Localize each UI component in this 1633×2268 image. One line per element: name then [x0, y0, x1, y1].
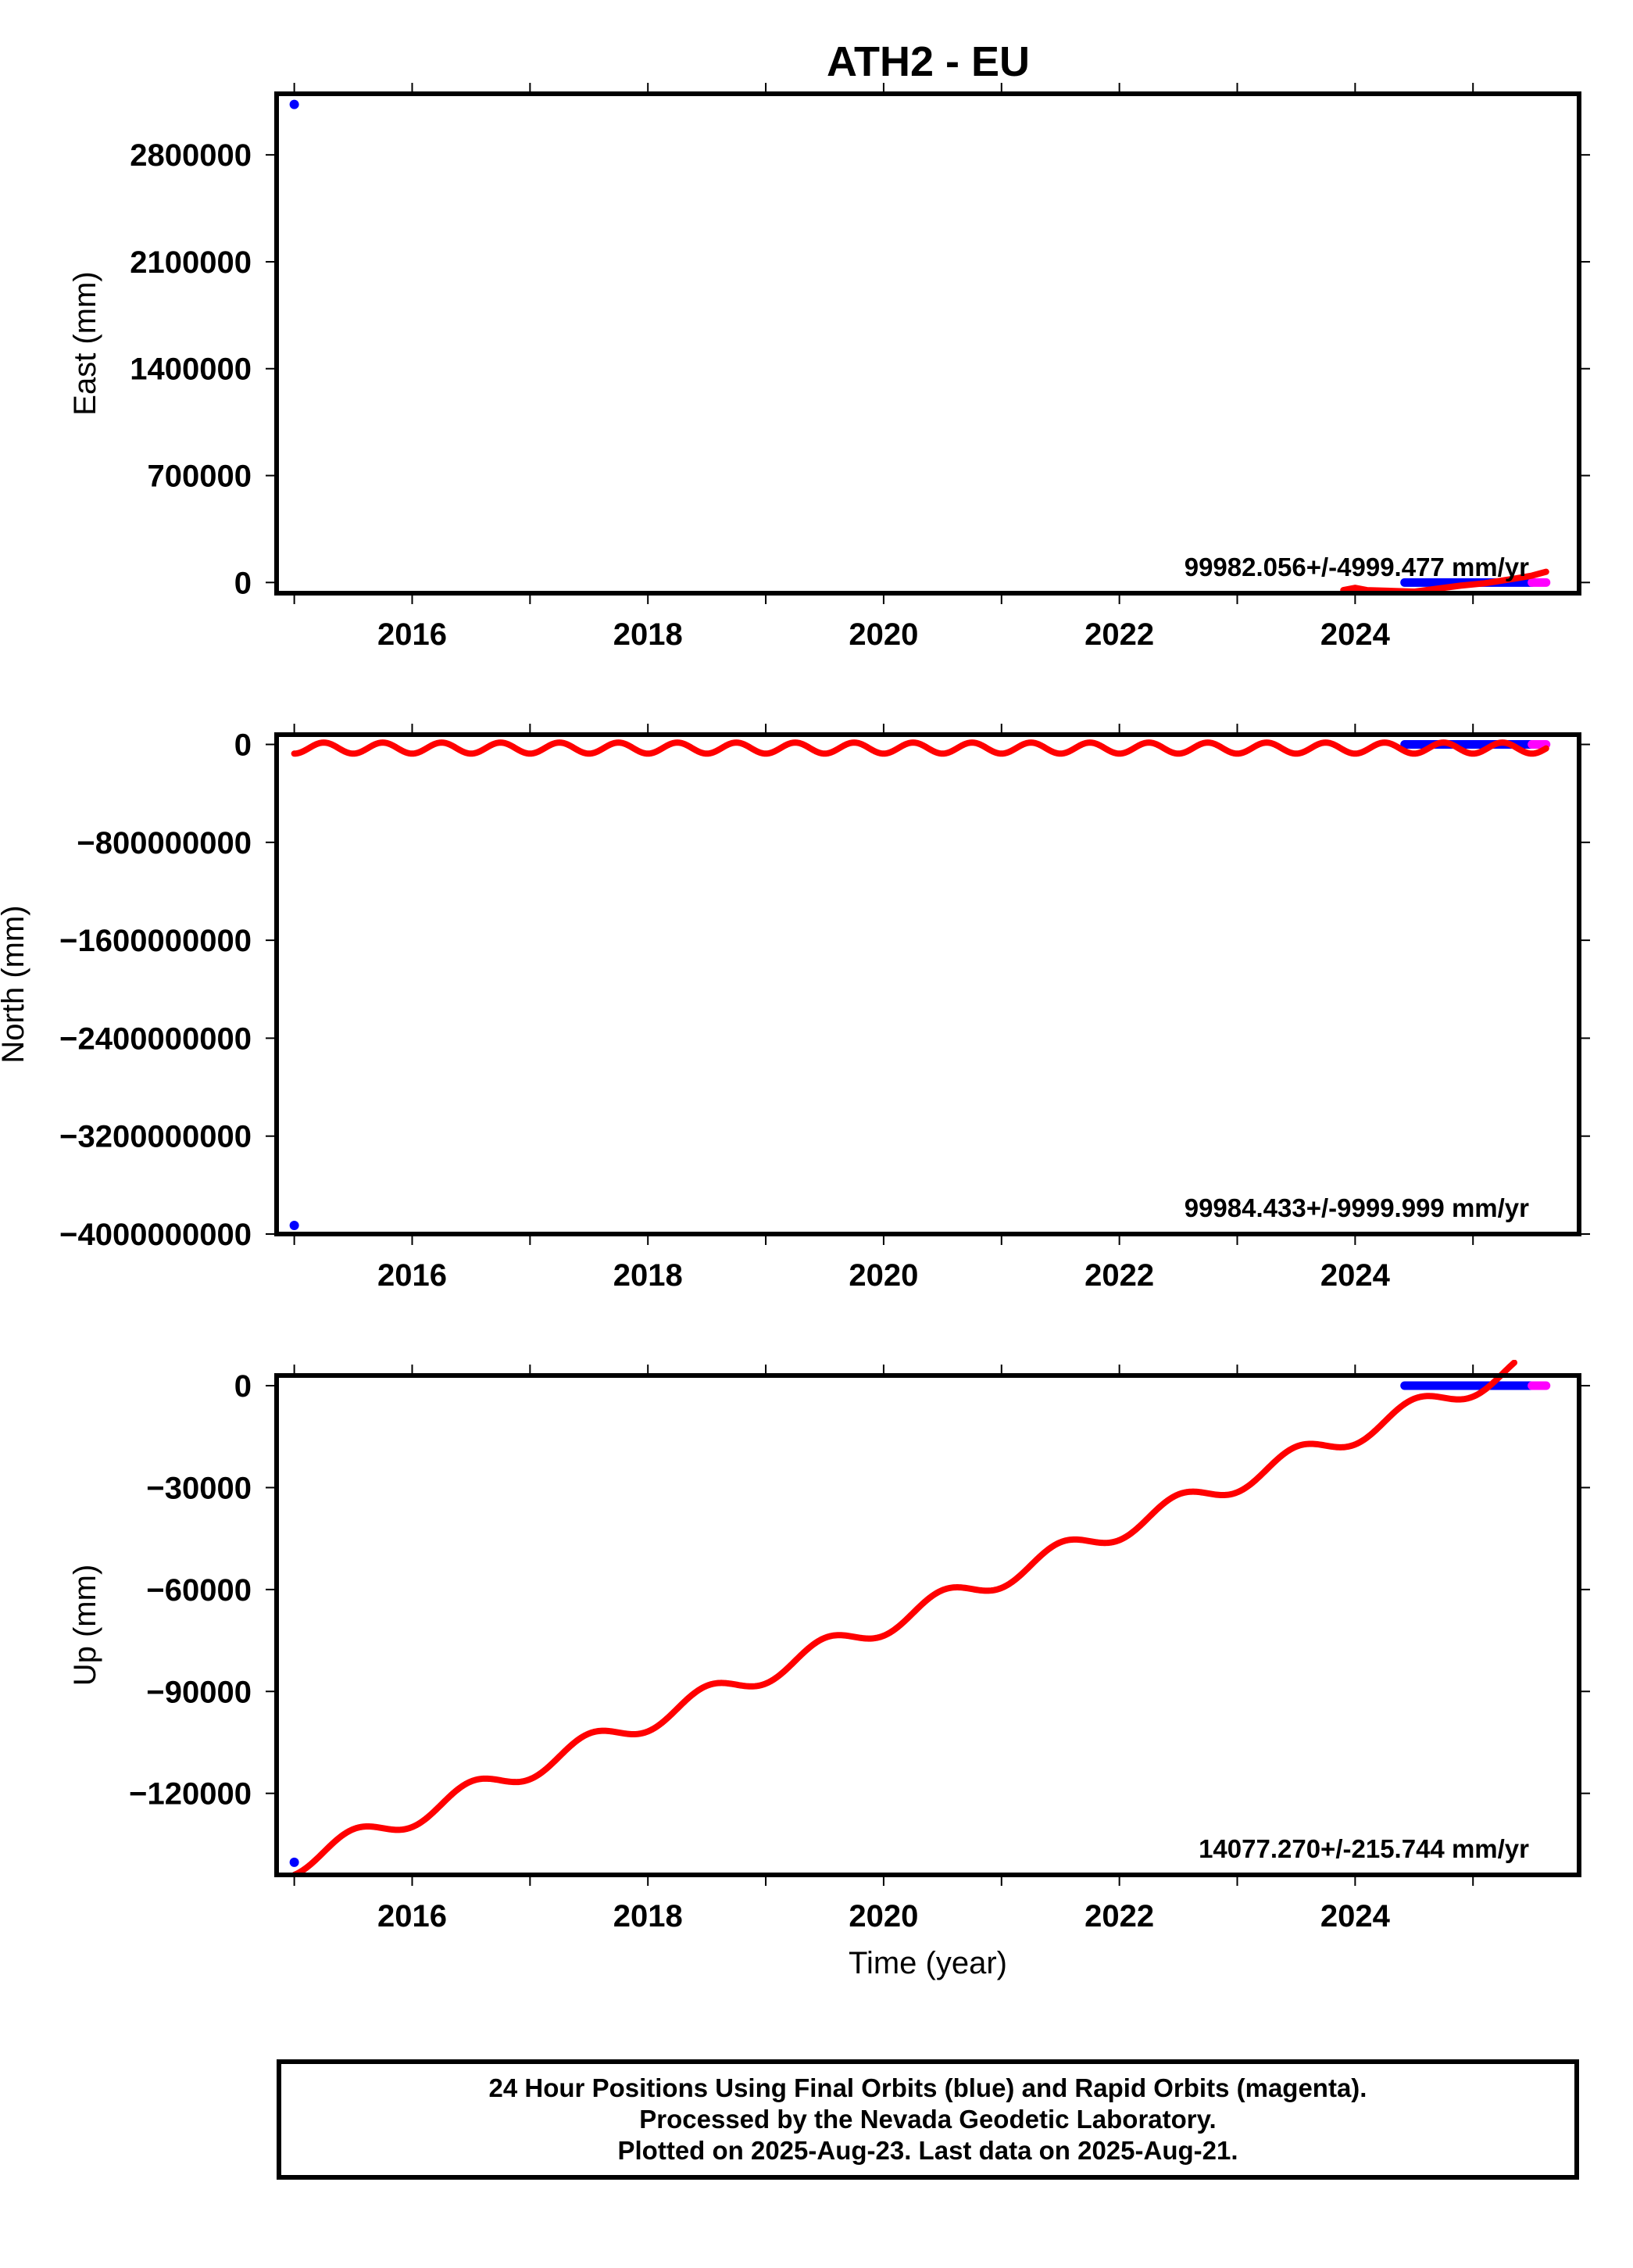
- east-xtick-label: 2024: [1320, 617, 1391, 652]
- north-ytick-label: −4000000000: [59, 1218, 252, 1252]
- up-xtick-label: 2022: [1084, 1899, 1154, 1934]
- up-rate-label: 14077.270+/-215.744 mm/yr: [1199, 1834, 1529, 1863]
- north-rate-label: 99984.433+/-9999.999 mm/yr: [1185, 1193, 1529, 1222]
- north-frame: [274, 732, 1581, 1236]
- east-model-curve: [1340, 568, 1549, 593]
- up-panel: 0 −30000 −60000 −90000 −120000 2016 2018 2020 20…: [68, 1360, 1590, 1980]
- north-final-orbit-outlier: [289, 1221, 299, 1231]
- east-ytick-label: 2100000: [130, 245, 252, 280]
- east-ytick-label: 700000: [148, 460, 252, 494]
- east-panel: 0 700000 1400000 2100000 2800000 2016 2018 2020…: [68, 83, 1590, 652]
- north-model-curve: [291, 739, 1549, 757]
- east-frame: [274, 91, 1581, 596]
- east-xtick-label: 2020: [849, 617, 918, 652]
- up-ytick-label: −90000: [146, 1675, 252, 1709]
- east-xtick-label: 2022: [1084, 617, 1154, 652]
- north-xtick-label: 2018: [613, 1258, 683, 1293]
- footer-line-1: 24 Hour Positions Using Final Orbits (bl…: [488, 2073, 1367, 2102]
- east-xtick-label: 2016: [377, 617, 447, 652]
- footer-line-2: Processed by the Nevada Geodetic Laborat…: [639, 2105, 1217, 2134]
- north-ytick-label: −800000000: [77, 826, 252, 860]
- east-ytick-label: 0: [234, 566, 252, 600]
- east-rate-label: 99982.056+/-4999.477 mm/yr: [1185, 553, 1529, 581]
- north-ytick-label: −2400000000: [59, 1021, 252, 1056]
- north-xtick-label: 2016: [377, 1258, 447, 1293]
- east-data: [289, 99, 1551, 593]
- up-final-orbit-outlier: [289, 1857, 299, 1867]
- up-data: [289, 1360, 1551, 1875]
- chart-title: ATH2 - EU: [827, 38, 1030, 85]
- up-ytick-label: −60000: [146, 1573, 252, 1608]
- north-ytick-label: −3200000000: [59, 1120, 252, 1154]
- up-xlabel: Time (year): [849, 1946, 1007, 1980]
- north-ylabel: North (mm): [0, 905, 30, 1063]
- up-model-curve: [291, 1360, 1518, 1875]
- footer-box: 24 Hour Positions Using Final Orbits (bl…: [277, 2059, 1579, 2180]
- east-ylabel: East (mm): [68, 271, 102, 415]
- footer-line-3: Plotted on 2025-Aug-23. Last data on 202…: [617, 2136, 1238, 2165]
- up-xtick-label: 2024: [1320, 1899, 1391, 1934]
- east-final-orbit-outlier: [289, 99, 299, 109]
- up-frame: [274, 1373, 1581, 1877]
- east-xtick-label: 2018: [613, 617, 683, 652]
- up-xtick-label: 2016: [377, 1899, 447, 1934]
- up-xtick-label: 2020: [849, 1899, 918, 1934]
- up-ytick-label: −120000: [129, 1777, 252, 1812]
- up-ylabel: Up (mm): [68, 1565, 102, 1687]
- up-ytick-label: −30000: [146, 1471, 252, 1505]
- north-ytick-label: −1600000000: [59, 924, 252, 958]
- north-xtick-label: 2022: [1084, 1258, 1154, 1293]
- up-ytick-label: 0: [234, 1369, 252, 1404]
- north-ytick-label: 0: [234, 728, 252, 763]
- north-xtick-label: 2024: [1320, 1258, 1391, 1293]
- east-ytick-label: 2800000: [130, 138, 252, 173]
- north-data: [289, 739, 1551, 1231]
- east-ytick-label: 1400000: [130, 352, 252, 387]
- north-xtick-label: 2020: [849, 1258, 918, 1293]
- north-panel: 0 −800000000 −1600000000 −2400000000 −320000…: [0, 724, 1590, 1293]
- up-xtick-label: 2018: [613, 1899, 683, 1934]
